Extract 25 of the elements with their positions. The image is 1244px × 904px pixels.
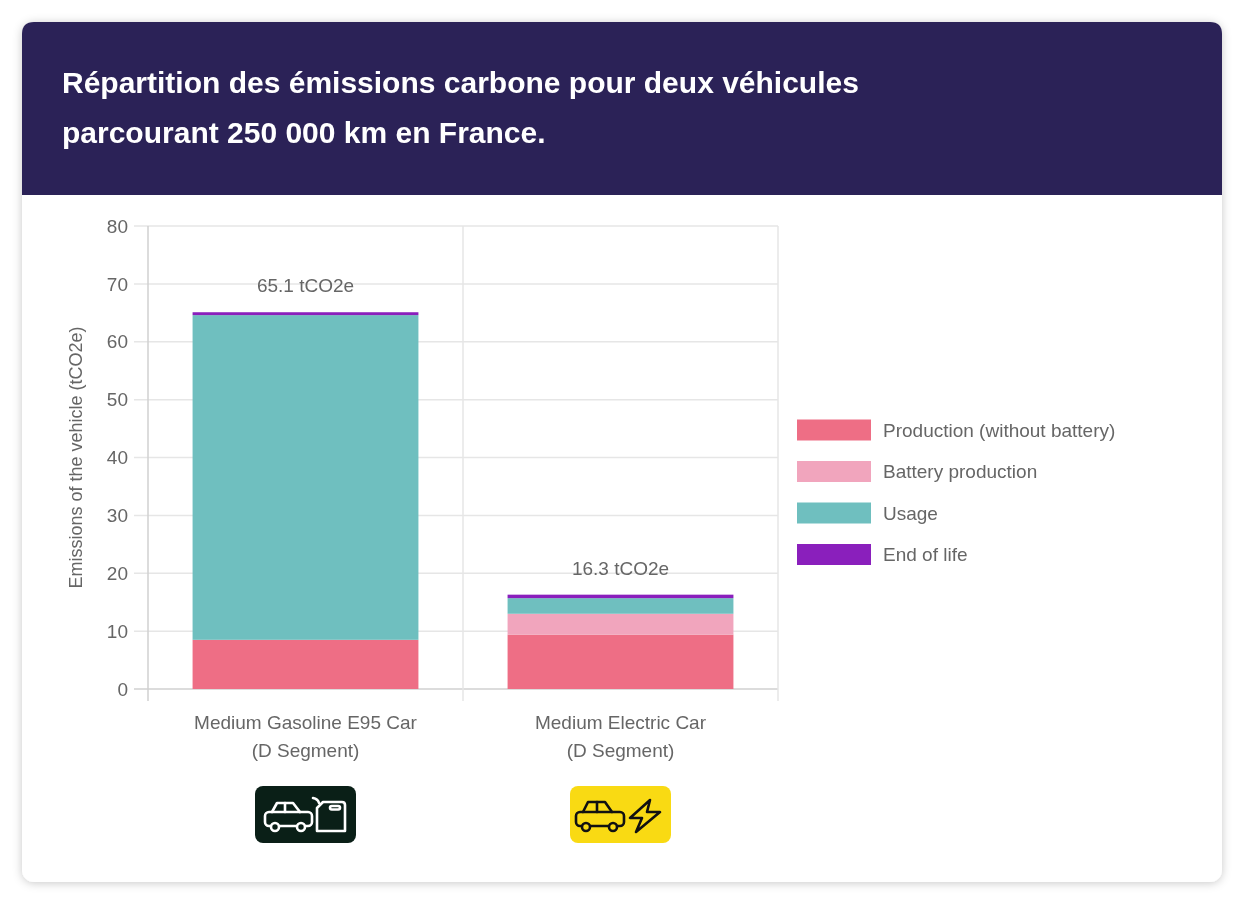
bar (192, 639, 419, 689)
y-tick-label: 70 (106, 273, 128, 295)
y-tick-label: 10 (106, 620, 128, 642)
y-tick-label: 0 (117, 678, 128, 700)
bar (507, 634, 734, 689)
bar (192, 312, 419, 316)
legend-label: End of life (883, 544, 968, 566)
y-tick-label: 60 (106, 331, 128, 353)
x-tick-label: Medium Gasoline E95 Car (D Segment) (194, 712, 418, 761)
x-tick-label: Medium Electric Car (D Segment) (534, 712, 707, 761)
total-label: 16.3 tCO2e (571, 557, 670, 579)
chart-title: Répartition des émissions carbone pour deux véhicules parcourant 250 000 km en France. (62, 66, 859, 149)
y-axis-title: Emissions of the vehicle (tCO2e) (66, 326, 86, 589)
y-tick-label: 50 (106, 389, 128, 411)
bar (507, 598, 734, 614)
bar (507, 613, 734, 635)
legend-label: Battery production (883, 461, 1038, 483)
legend-label: Production (without battery) (883, 419, 1116, 441)
y-tick-label: 30 (106, 505, 128, 527)
total-label: 65.1 tCO2e (256, 275, 355, 297)
y-tick-label: 20 (106, 562, 128, 584)
legend-label: Usage (883, 502, 938, 524)
bar (192, 315, 419, 640)
y-tick-label: 40 (106, 447, 128, 469)
y-tick-label: 80 (106, 215, 128, 237)
